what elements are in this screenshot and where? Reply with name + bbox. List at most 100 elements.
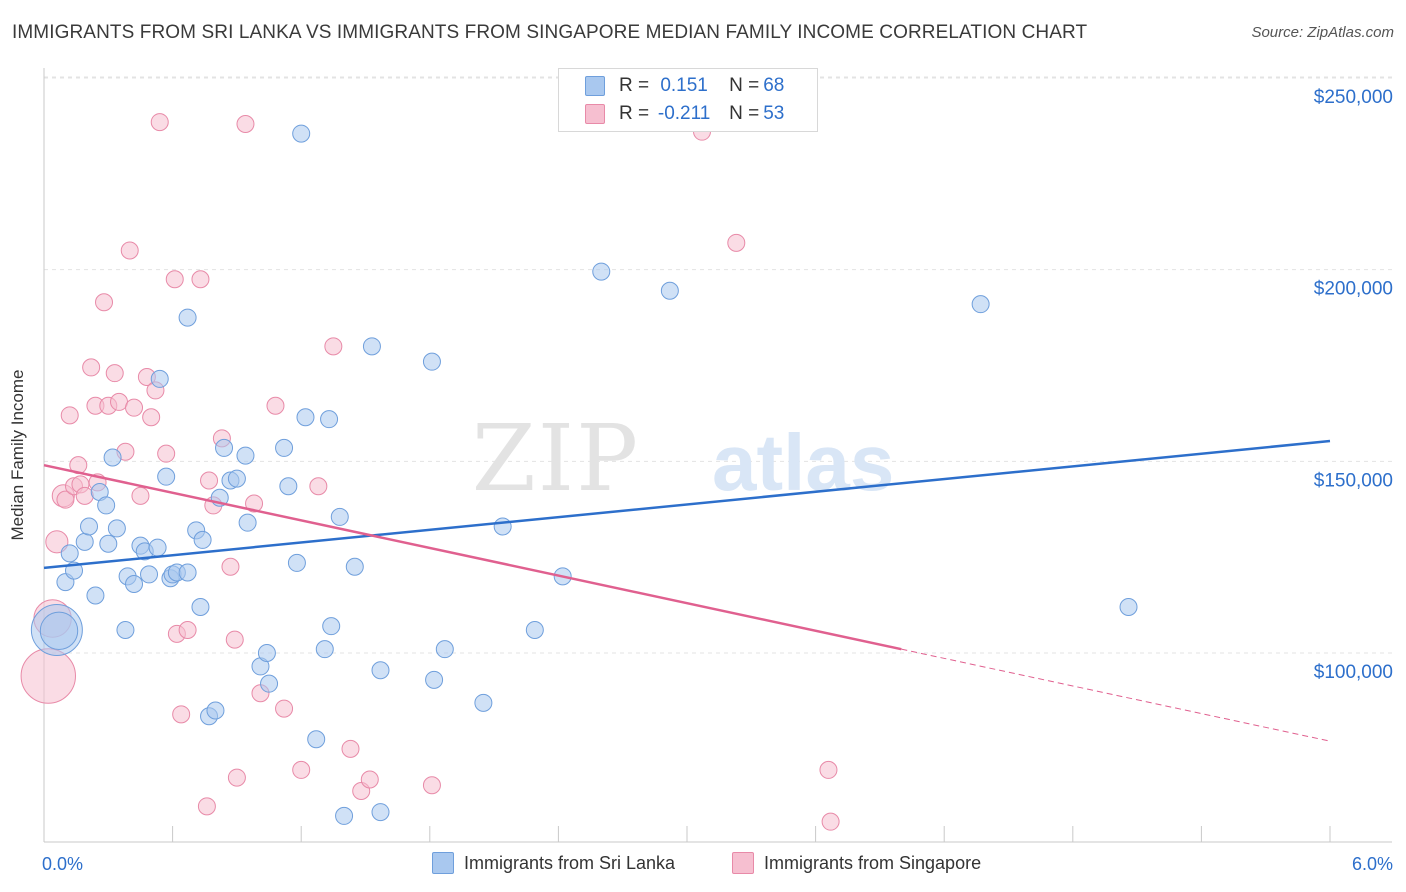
- legend-r-label: R =: [619, 75, 650, 96]
- point-singapore: [422, 776, 441, 795]
- point-sri-lanka: [371, 661, 390, 680]
- point-singapore: [172, 705, 191, 724]
- point-singapore: [157, 444, 176, 463]
- watermark-zip: ZIP: [472, 405, 640, 512]
- legend-swatch-sri-lanka: [585, 76, 605, 96]
- chart-title: IMMIGRANTS FROM SRI LANKA VS IMMIGRANTS …: [12, 22, 1088, 43]
- point-singapore: [266, 396, 285, 415]
- point-singapore: [309, 477, 328, 496]
- point-sri-lanka: [435, 640, 454, 659]
- point-singapore: [197, 797, 216, 816]
- point-sri-lanka: [279, 477, 298, 496]
- point-singapore: [20, 648, 76, 704]
- point-sri-lanka: [257, 644, 276, 662]
- point-sri-lanka: [287, 553, 306, 572]
- y-tick-label: $250,000: [1314, 87, 1393, 108]
- point-sri-lanka: [371, 803, 390, 822]
- point-singapore: [324, 337, 343, 356]
- point-sri-lanka: [525, 621, 544, 639]
- point-sri-lanka: [99, 534, 118, 553]
- point-sri-lanka: [193, 530, 212, 549]
- trend-lines: [43, 439, 1331, 742]
- point-singapore: [200, 471, 219, 490]
- legend-r-value: 0.151: [660, 75, 708, 96]
- point-sri-lanka: [660, 281, 679, 300]
- point-singapore: [165, 270, 184, 289]
- legend-row-sri-lanka: R = 0.151 N = 68: [585, 74, 785, 98]
- point-sri-lanka: [260, 674, 279, 693]
- legend-r-value: -0.211: [657, 103, 711, 124]
- point-sri-lanka: [157, 467, 176, 486]
- point-sri-lanka: [971, 295, 990, 314]
- trend-line-singapore: [43, 463, 902, 651]
- legend-correlation: R = 0.151 N = 68 R = -0.211 N = 53: [558, 68, 818, 132]
- point-singapore: [245, 494, 264, 513]
- legend-n-label: N =: [729, 75, 760, 96]
- point-singapore: [292, 760, 311, 779]
- point-singapore: [191, 270, 210, 289]
- point-singapore: [105, 364, 124, 383]
- point-sri-lanka: [107, 519, 126, 538]
- point-singapore: [125, 398, 144, 417]
- point-singapore: [341, 739, 360, 758]
- legend-item-sri-lanka[interactable]: Immigrants from Sri Lanka: [432, 852, 675, 874]
- point-singapore: [225, 630, 244, 649]
- point-singapore: [236, 115, 255, 133]
- point-sri-lanka: [238, 513, 257, 532]
- point-sri-lanka: [1119, 598, 1138, 616]
- point-sri-lanka: [322, 617, 341, 636]
- legend-n-value: 68: [763, 75, 785, 96]
- axes: [43, 68, 1392, 843]
- point-sri-lanka: [227, 469, 246, 488]
- point-singapore: [60, 406, 79, 425]
- y-tick-label: $100,000: [1314, 662, 1393, 683]
- point-sri-lanka: [493, 517, 512, 536]
- point-sri-lanka: [39, 611, 79, 650]
- point-singapore: [56, 490, 75, 509]
- point-singapore: [275, 699, 294, 718]
- point-sri-lanka: [315, 640, 334, 659]
- source-label: Source: ZipAtlas.com: [1251, 24, 1394, 41]
- y-tick-label: $150,000: [1314, 470, 1393, 491]
- point-sri-lanka: [236, 446, 255, 465]
- point-sri-lanka: [307, 730, 326, 749]
- point-sri-lanka: [140, 565, 159, 584]
- point-sri-lanka: [191, 598, 210, 616]
- point-singapore: [821, 812, 840, 831]
- trend-line-singapore-extension: [901, 648, 1331, 742]
- point-sri-lanka: [97, 496, 116, 515]
- trend-line-sri-lanka: [43, 439, 1331, 570]
- watermark: ZIP atlas: [472, 405, 895, 512]
- point-sri-lanka: [116, 621, 135, 639]
- point-singapore: [82, 358, 101, 377]
- point-sri-lanka: [275, 438, 294, 457]
- point-singapore: [819, 760, 838, 779]
- legend-series: Immigrants from Sri Lanka Immigrants fro…: [0, 852, 1406, 876]
- point-sri-lanka: [296, 408, 315, 427]
- point-sri-lanka: [125, 575, 144, 593]
- legend-swatch-singapore: [585, 104, 605, 124]
- point-singapore: [45, 530, 69, 554]
- series-sri-lanka-points: [30, 124, 1138, 825]
- point-singapore: [95, 293, 114, 312]
- point-sri-lanka: [592, 262, 611, 281]
- legend-n-value: 53: [763, 103, 785, 124]
- point-sri-lanka: [75, 532, 94, 551]
- point-singapore: [360, 770, 379, 789]
- point-sri-lanka: [345, 557, 364, 576]
- point-sri-lanka: [425, 670, 444, 689]
- point-singapore: [227, 768, 246, 787]
- legend-label-sri-lanka: Immigrants from Sri Lanka: [464, 852, 676, 873]
- tick-labels: $100,000 $150,000 $200,000 $250,000 0.0% 6.0%: [42, 87, 1393, 874]
- legend-item-singapore[interactable]: Immigrants from Singapore: [732, 852, 981, 874]
- point-sri-lanka: [150, 369, 169, 388]
- point-sri-lanka: [178, 563, 197, 582]
- point-singapore: [75, 486, 94, 505]
- legend-row-singapore: R = -0.211 N = 53: [585, 102, 785, 126]
- x-tick-label-max: 6.0%: [1352, 854, 1393, 874]
- point-sri-lanka: [60, 544, 79, 563]
- point-sri-lanka: [292, 124, 311, 143]
- legend-r-label: R =: [619, 103, 650, 124]
- x-tick-label-min: 0.0%: [42, 854, 83, 874]
